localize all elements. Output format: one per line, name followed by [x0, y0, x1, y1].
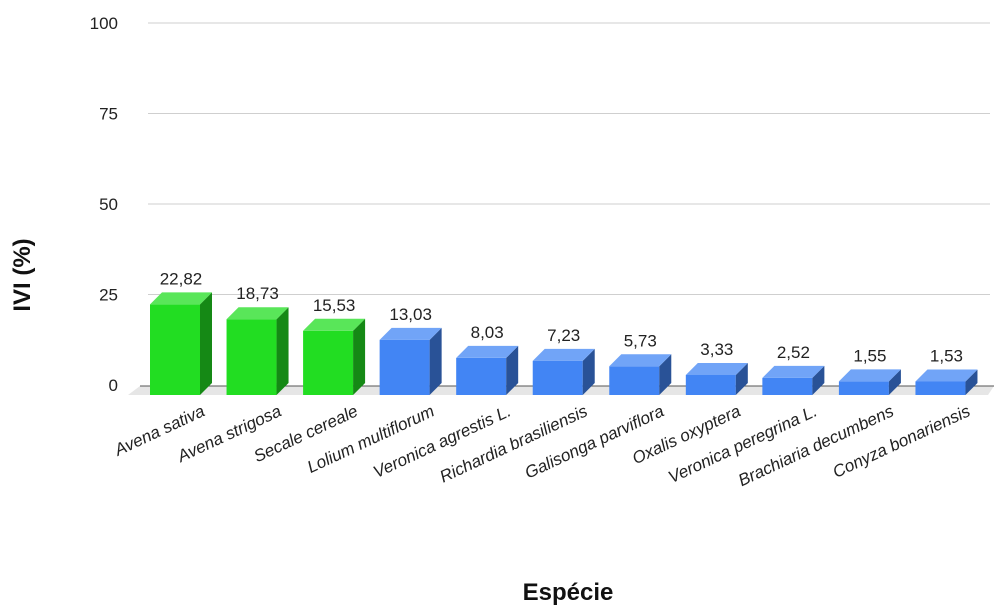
bar-top [150, 292, 212, 305]
data-label: 15,53 [313, 296, 356, 315]
y-axis-ticks: 0 25 50 75 100 [90, 14, 118, 395]
bar-top [303, 318, 366, 331]
y-axis-title: IVI (%) [9, 238, 36, 311]
data-label: 1,55 [853, 346, 886, 365]
bar-side [888, 369, 901, 395]
data-label: 18,73 [236, 284, 279, 303]
bar [456, 345, 519, 395]
gridlines [148, 22, 990, 295]
y-tick-label: 100 [90, 14, 118, 33]
bar-top [838, 369, 901, 382]
bar-front [915, 381, 966, 395]
bar-front [838, 381, 889, 395]
x-axis-title: Espécie [523, 579, 614, 605]
bar-side [353, 318, 366, 395]
bar-front [303, 330, 354, 395]
bar [685, 362, 748, 395]
bar [838, 369, 901, 395]
bar-top [915, 369, 978, 382]
bar-side [506, 345, 519, 395]
data-label: 2,52 [777, 343, 810, 362]
bar-side [582, 348, 595, 395]
bar-side [659, 354, 672, 395]
bar-front [456, 357, 507, 395]
bar-top [609, 354, 672, 367]
bar-side [429, 327, 442, 395]
data-label: 13,03 [389, 305, 432, 324]
bar [150, 292, 212, 395]
bar-top [379, 327, 442, 340]
y-tick-label: 50 [99, 195, 118, 214]
data-label: 5,73 [624, 331, 657, 350]
bar-top [685, 362, 748, 375]
bar [915, 369, 978, 395]
bar-side [965, 369, 978, 395]
bar-front [150, 304, 200, 395]
bar [762, 365, 825, 395]
bar-front [532, 360, 583, 395]
bar [303, 318, 366, 395]
data-label: 8,03 [471, 323, 504, 342]
bar-front [379, 339, 430, 395]
bar-front [609, 366, 660, 395]
bar-side [735, 362, 748, 395]
bars [150, 292, 978, 395]
bar-front [226, 319, 277, 395]
bar-front [685, 374, 736, 395]
y-tick-label: 75 [99, 105, 118, 124]
data-label: 7,23 [547, 326, 580, 345]
category-label: Galisonga parviflora [522, 401, 667, 482]
bar-side [812, 365, 825, 395]
data-label: 22,82 [160, 269, 203, 288]
bar-top [226, 307, 289, 320]
bar-side [200, 292, 212, 395]
bar-top [532, 348, 595, 361]
bar [226, 307, 289, 395]
y-tick-label: 25 [99, 286, 118, 305]
bar [532, 348, 595, 395]
category-label: Conyza bonariensis [830, 401, 974, 482]
bar-side [276, 307, 289, 395]
bar-front [762, 377, 813, 395]
data-label: 1,53 [930, 346, 963, 365]
data-label: 3,33 [700, 340, 733, 359]
bar-top [762, 365, 825, 378]
bar [379, 327, 442, 395]
data-labels: 22,82 18,73 15,53 13,03 8,03 7,23 5,73 3,33 2,52… [160, 269, 963, 365]
bar [609, 354, 672, 395]
y-tick-label: 0 [109, 376, 118, 395]
bar-top [456, 345, 519, 358]
